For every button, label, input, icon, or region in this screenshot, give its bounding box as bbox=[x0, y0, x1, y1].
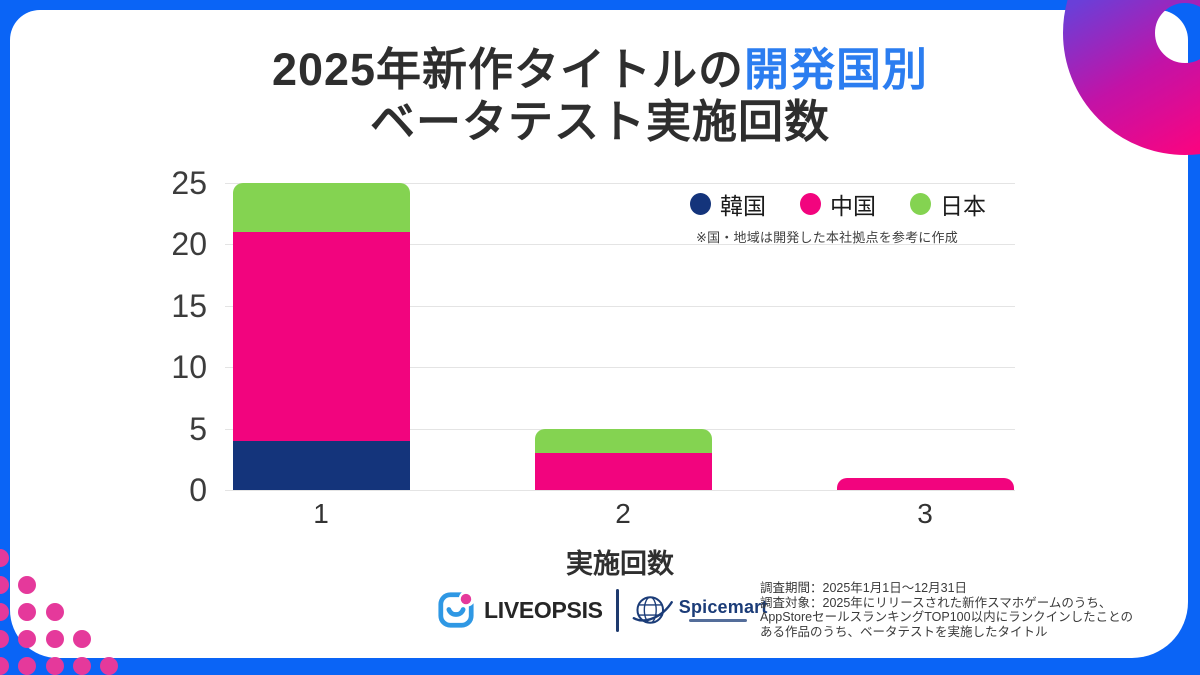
spicemart-logo: Spicemart bbox=[632, 590, 768, 630]
decor-dot bbox=[18, 657, 36, 675]
legend-note: ※国・地域は開発した本社拠点を参考に作成 bbox=[696, 230, 958, 245]
survey-note: 調査期間：2025年1月1日～12月31日 調査対象：2025年にリリースされた… bbox=[760, 581, 1133, 639]
spicemart-globe-icon bbox=[632, 596, 673, 624]
bar-segment-中国-x3 bbox=[837, 477, 1014, 490]
decor-dot bbox=[73, 657, 91, 675]
decor-dot bbox=[0, 657, 9, 675]
y-tick-label: 0 bbox=[189, 472, 207, 508]
x-axis-title: 実施回数 bbox=[566, 549, 674, 579]
legend-label: 中国 bbox=[830, 193, 876, 219]
y-tick-label: 10 bbox=[171, 349, 207, 386]
chart-legend: 韓国 中国 日本 bbox=[690, 187, 986, 221]
title-line1-highlight: 開発国別 bbox=[744, 44, 929, 95]
y-tick-label: 20 bbox=[171, 226, 207, 263]
footer-logos: LIVEOPSIS Spicemart bbox=[437, 586, 768, 634]
decor-dot bbox=[0, 549, 9, 567]
decor-dot bbox=[46, 657, 64, 675]
y-tick-label: 25 bbox=[171, 165, 207, 201]
bar-segment-韓国-x1 bbox=[233, 440, 410, 490]
y-tick-label: 15 bbox=[171, 287, 207, 324]
gridline bbox=[225, 305, 1015, 307]
bar-segment-日本-x1 bbox=[233, 183, 410, 233]
decor-dot bbox=[0, 603, 9, 621]
gridline bbox=[225, 244, 1015, 246]
liveopsis-smile-icon bbox=[438, 591, 475, 628]
gridline bbox=[225, 183, 1015, 184]
content-card bbox=[10, 10, 1188, 658]
x-tick-label: 2 bbox=[615, 498, 631, 529]
bar-segment-日本-x2 bbox=[535, 428, 712, 454]
x-tick-label: 3 bbox=[917, 498, 933, 529]
gridline bbox=[225, 367, 1015, 369]
legend-swatch bbox=[910, 193, 931, 215]
title-line-2: ベータテスト実施回数 bbox=[369, 96, 830, 148]
legend-swatch bbox=[800, 193, 821, 215]
x-tick-label: 1 bbox=[313, 498, 329, 529]
legend-item-韓国: 韓国 bbox=[690, 187, 766, 221]
title-line1-prefix: 2025年新作タイトルの bbox=[271, 44, 745, 95]
logo-divider bbox=[615, 588, 619, 632]
legend-item-中国: 中国 bbox=[800, 187, 876, 221]
bar-segment-中国-x1 bbox=[233, 232, 410, 441]
decor-dot bbox=[100, 657, 118, 675]
bar-segment-中国-x2 bbox=[535, 453, 712, 490]
decor-dot bbox=[0, 576, 9, 594]
legend-label: 韓国 bbox=[720, 193, 766, 219]
legend-label: 日本 bbox=[940, 193, 986, 219]
page-title: 2025年新作タイトルの開発国別 ベータテスト実施回数 bbox=[0, 44, 1200, 148]
spicemart-logo-text: Spicemart bbox=[678, 597, 768, 617]
liveopsis-logo-text: LIVEOPSIS bbox=[484, 596, 603, 623]
legend-item-日本: 日本 bbox=[910, 187, 986, 221]
stacked-bar-chart: 韓国 中国 日本 ※国・地域は開発した本社拠点を参考に作成 実施回数 0 5 10 15 2… bbox=[171, 166, 1015, 579]
y-tick-label: 5 bbox=[189, 410, 207, 447]
spicemart-tagline bbox=[688, 619, 747, 622]
title-line-1: 2025年新作タイトルの開発国別 bbox=[0, 44, 1200, 96]
decor-dot bbox=[0, 630, 9, 648]
gridline bbox=[225, 490, 1015, 491]
legend-swatch bbox=[690, 193, 711, 215]
